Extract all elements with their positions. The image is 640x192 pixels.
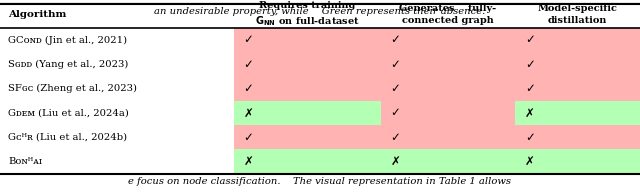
Bar <box>234 28 381 52</box>
Bar <box>3 76 234 101</box>
Text: ✓: ✓ <box>243 131 253 144</box>
Text: Bᴏɴᴴᴀɪ: Bᴏɴᴴᴀɪ <box>8 157 42 166</box>
Bar <box>381 52 515 76</box>
Bar <box>234 52 381 76</box>
Bar <box>234 125 381 149</box>
Text: ✓: ✓ <box>390 58 400 71</box>
Text: ✓: ✓ <box>243 58 253 71</box>
Text: ✗: ✗ <box>243 155 253 168</box>
Bar <box>381 125 515 149</box>
Bar <box>515 28 640 52</box>
Text: GCᴏɴᴅ (Jin et al., 2021): GCᴏɴᴅ (Jin et al., 2021) <box>8 36 127 45</box>
Bar <box>234 101 381 125</box>
Text: ✗: ✗ <box>525 155 534 168</box>
Text: ✓: ✓ <box>390 82 400 95</box>
Text: SFɢᴄ (Zheng et al., 2023): SFɢᴄ (Zheng et al., 2023) <box>8 84 138 93</box>
Bar <box>381 149 515 174</box>
Bar <box>234 149 381 174</box>
Text: ✓: ✓ <box>243 82 253 95</box>
Text: ✗: ✗ <box>525 106 534 119</box>
Text: Gᴄᴴʀ (Liu et al., 2024b): Gᴄᴴʀ (Liu et al., 2024b) <box>8 133 127 142</box>
Bar <box>3 101 234 125</box>
Bar <box>3 28 234 52</box>
Text: ✓: ✓ <box>525 131 534 144</box>
Text: Gᴅᴇᴍ (Liu et al., 2024a): Gᴅᴇᴍ (Liu et al., 2024a) <box>8 108 129 118</box>
Text: ✓: ✓ <box>525 58 534 71</box>
Text: ✓: ✓ <box>525 82 534 95</box>
Bar <box>3 52 234 76</box>
Text: ✓: ✓ <box>390 106 400 119</box>
Text: Algorithm: Algorithm <box>8 10 67 19</box>
Bar <box>515 101 640 125</box>
Bar <box>381 28 515 52</box>
Text: Sɢᴅᴅ (Yang et al., 2023): Sɢᴅᴅ (Yang et al., 2023) <box>8 60 129 69</box>
Text: e focus on node classification.    The visual representation in Table 1 allows: e focus on node classification. The visu… <box>129 177 511 186</box>
Text: ✓: ✓ <box>243 33 253 46</box>
Text: Model-specific
distillation: Model-specific distillation <box>538 4 618 25</box>
Text: ✗: ✗ <box>390 155 400 168</box>
Bar <box>3 125 234 149</box>
Text: Requires training
$\mathbf{G_{NN}}$ on full-dataset: Requires training $\mathbf{G_{NN}}$ on f… <box>255 1 360 27</box>
Text: ✓: ✓ <box>390 33 400 46</box>
Text: ✓: ✓ <box>390 131 400 144</box>
Text: Generates    fully-
connected graph: Generates fully- connected graph <box>399 4 497 25</box>
Bar <box>515 125 640 149</box>
Bar <box>515 76 640 101</box>
Text: an undesirable property, while  Green represents their absence.: an undesirable property, while Green rep… <box>154 7 486 16</box>
Bar <box>234 76 381 101</box>
Bar <box>381 76 515 101</box>
Text: ✗: ✗ <box>243 106 253 119</box>
Bar <box>3 149 234 174</box>
Bar <box>381 101 515 125</box>
Bar <box>515 149 640 174</box>
Text: ✓: ✓ <box>525 33 534 46</box>
Bar <box>515 52 640 76</box>
